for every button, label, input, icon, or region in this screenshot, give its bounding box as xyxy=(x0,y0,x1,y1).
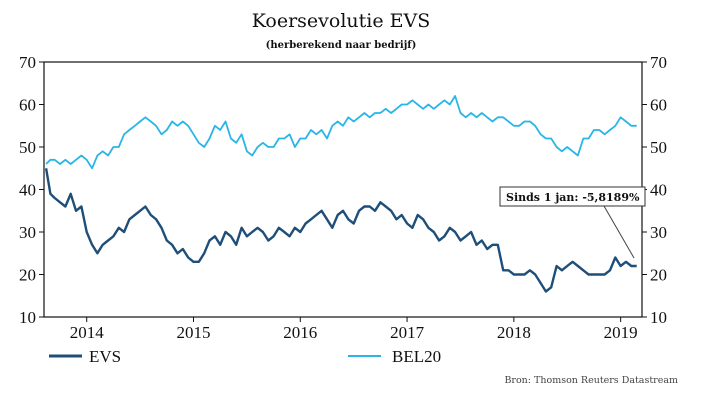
y-tick-label-right: 60 xyxy=(650,96,667,115)
x-tick-label: 2017 xyxy=(390,323,425,342)
x-axis: 2014 2015 2016 2017 2018 2019 xyxy=(70,317,638,342)
y-tick-label-left: 50 xyxy=(19,138,36,157)
chart-title: Koersevolutie EVS xyxy=(252,10,431,32)
legend-bel20-label: BEL20 xyxy=(392,347,441,366)
y-tick-label-right: 70 xyxy=(650,53,667,72)
y-tick-label-left: 40 xyxy=(19,181,36,200)
y-tick-label-left: 20 xyxy=(19,266,36,285)
legend: EVS BEL20 xyxy=(49,347,441,366)
y-tick-label-left: 10 xyxy=(19,308,36,327)
y-axis-right: 10 20 30 40 50 60 70 xyxy=(642,53,667,327)
legend-evs-label: EVS xyxy=(89,347,121,366)
y-axis-left: 10 20 30 40 50 60 70 xyxy=(19,53,44,327)
y-tick-label-right: 20 xyxy=(650,266,667,285)
y-tick-label-left: 70 xyxy=(19,53,36,72)
annotation: Sinds 1 jan: -5,8189% xyxy=(499,186,646,259)
series-layer xyxy=(44,95,637,293)
annotation-box xyxy=(499,186,646,207)
chart-subtitle: (herberekend naar bedrijf) xyxy=(266,40,417,51)
series-line-evs xyxy=(44,168,637,293)
source-note: Bron: Thomson Reuters Datastream xyxy=(504,375,678,386)
y-tick-label-right: 30 xyxy=(650,223,667,242)
series-line-bel20 xyxy=(45,95,637,170)
x-tick-label: 2019 xyxy=(604,323,638,342)
annotation-label: Sinds 1 jan: -5,8189% xyxy=(506,191,640,204)
x-tick-label: 2015 xyxy=(177,323,211,342)
x-tick-label: 2018 xyxy=(497,323,531,342)
y-tick-label-left: 60 xyxy=(19,96,36,115)
y-tick-label-right: 50 xyxy=(650,138,667,157)
x-tick-label: 2014 xyxy=(70,323,105,342)
annotation-leader xyxy=(603,205,635,259)
y-tick-label-right: 40 xyxy=(650,181,667,200)
y-tick-label-left: 30 xyxy=(19,223,36,242)
x-tick-label: 2016 xyxy=(283,323,317,342)
y-tick-label-right: 10 xyxy=(650,308,667,327)
